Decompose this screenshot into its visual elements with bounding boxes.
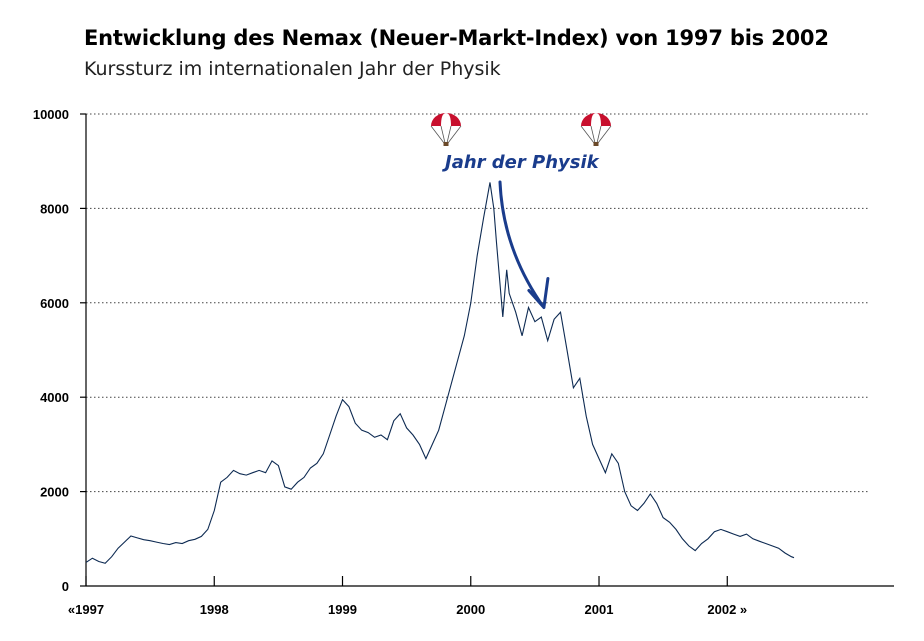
annotation-arrow: [498, 180, 550, 309]
x-tick-label: 2001: [585, 602, 614, 617]
y-tick-label: 2000: [40, 485, 69, 500]
y-tick-label: 4000: [40, 390, 69, 405]
chart-subtitle: Kurssturz im internationalen Jahr der Ph…: [84, 58, 501, 80]
y-axis-tick-labels: 0 2000 4000 6000 8000 10000: [33, 107, 69, 594]
chart-title: Entwicklung des Nemax (Neuer-Markt-Index…: [84, 26, 829, 50]
y-tick-label: 6000: [40, 296, 69, 311]
x-tick-label: 2002 »: [707, 602, 747, 617]
y-tick-label: 8000: [40, 201, 69, 216]
series-line: [85, 182, 795, 564]
annotation-label: Jahr der Physik: [442, 152, 600, 173]
y-axis: [80, 113, 87, 587]
x-tick-label: 1999: [328, 602, 357, 617]
y-tick-label: 0: [62, 579, 69, 594]
parachute-icon: [580, 113, 612, 146]
x-axis: «1997 1998 1999 2000 2001 2002 »: [68, 576, 894, 617]
x-tick-label: «1997: [68, 602, 104, 617]
y-tick-label: 10000: [33, 107, 69, 122]
x-tick-label: 2000: [456, 602, 485, 617]
parachute-icon: [430, 113, 462, 146]
x-tick-label: 1998: [200, 602, 229, 617]
